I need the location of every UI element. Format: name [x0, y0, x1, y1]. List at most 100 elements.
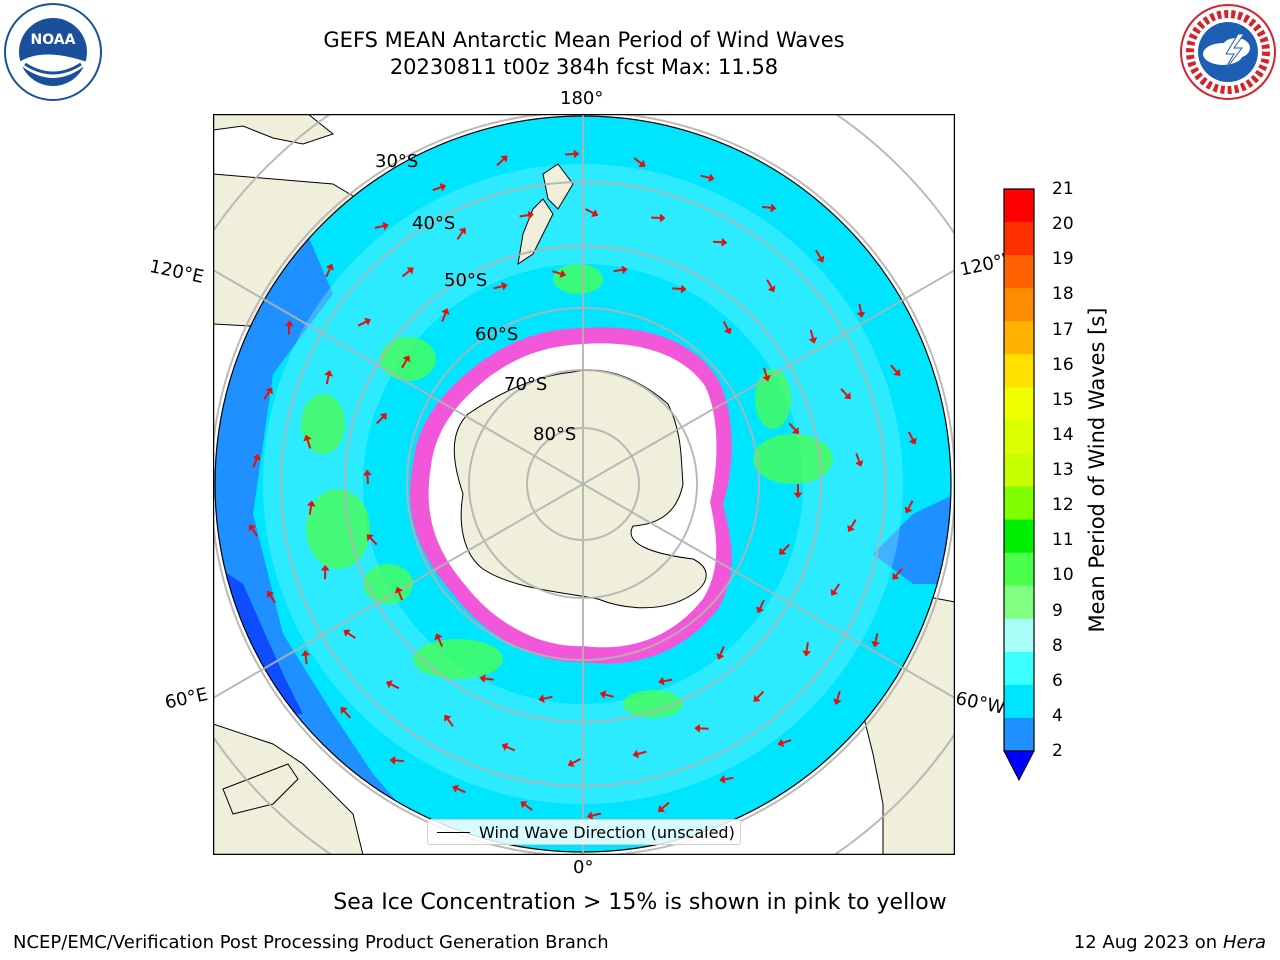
ocean-light-band — [262, 164, 903, 804]
land-antarctica — [453, 369, 707, 609]
wind-wave-arrow-head — [658, 676, 665, 686]
colorbar-band — [1004, 255, 1034, 289]
wind-wave-arrow-shaft — [325, 375, 330, 385]
wind-wave-arrow-head — [362, 469, 372, 476]
wind-wave-arrow-head — [908, 437, 917, 445]
wind-wave-arrow-head — [320, 564, 330, 571]
wind-wave-arrow-head — [723, 327, 732, 335]
wind-wave-arrow-shaft — [855, 453, 861, 463]
wind-wave-arrow-shaft — [874, 633, 879, 643]
lat-label-30s: 30°S — [375, 151, 419, 172]
wind-wave-arrow-shaft — [572, 758, 581, 764]
land-australia — [213, 114, 335, 145]
wind-wave-arrow-head — [394, 586, 404, 594]
colorbar-band — [1004, 684, 1034, 719]
colorbar-band — [1004, 519, 1034, 554]
colorbar — [1003, 188, 1035, 782]
wind-wave-arrow-shaft — [263, 391, 271, 400]
wind-wave-arrow-shaft — [432, 186, 442, 192]
wind-wave-arrow-head — [893, 368, 901, 376]
wind-wave-arrow-shaft — [496, 158, 505, 167]
wind-wave-arrow-shaft — [366, 474, 369, 485]
wind-wave-arrow-shaft — [565, 153, 575, 156]
lat-label-70s: 70°S — [504, 374, 548, 395]
wind-wave-arrow-shaft — [637, 750, 647, 755]
colorbar-band — [1004, 354, 1034, 388]
wind-wave-arrow-head — [439, 182, 447, 192]
wind-wave-arrow-head — [389, 755, 396, 765]
wind-wave-arrow-shaft — [661, 801, 670, 810]
colorbar-tick-label: 2 — [1052, 741, 1063, 761]
wind-wave-arrow-head — [716, 652, 725, 660]
wind-wave-arrow-shaft — [633, 157, 642, 165]
colorbar-tick-label: 9 — [1052, 600, 1063, 621]
wind-wave-arrow-head — [808, 337, 818, 344]
wind-wave-arrow-head — [767, 285, 776, 293]
wind-wave-arrow-shaft — [456, 787, 466, 794]
footer-producer: NCEP/EMC/Verification Post Processing Pr… — [13, 932, 609, 953]
ocean-deep-east — [873, 494, 951, 584]
lon-label-0: 0° — [573, 857, 594, 878]
wind-wave-arrow-head — [830, 588, 839, 596]
wind-wave-arrow-head — [871, 640, 880, 648]
wind-wave-arrow-head — [892, 572, 900, 580]
wind-wave-arrow-head — [559, 269, 567, 279]
wind-wave-arrow-head — [904, 506, 913, 514]
colorbar-band — [1004, 288, 1034, 322]
colorbar-tick-label: 18 — [1052, 284, 1074, 305]
wind-wave-arrow-shaft — [543, 695, 553, 700]
wind-wave-arrow-head — [708, 173, 715, 183]
wind-wave-arrow-head — [632, 749, 640, 759]
lon-label-180: 180° — [560, 88, 604, 109]
wind-wave-arrow-shaft — [251, 528, 259, 537]
wind-wave-arrow-head — [306, 500, 316, 507]
wind-wave-arrow-head — [816, 255, 825, 263]
wind-wave-arrow-shaft — [308, 505, 313, 515]
legend-label: Wind Wave Direction (unscaled) — [479, 823, 735, 842]
wind-wave-arrow-shaft — [762, 205, 772, 209]
wind-wave-arrow-head — [638, 159, 646, 167]
wind-wave-arrow-head — [591, 209, 599, 218]
wind-wave-arrow-shaft — [833, 583, 841, 592]
wind-wave-arrow-head — [538, 694, 545, 704]
colorbar-tick-label: 11 — [1052, 530, 1074, 551]
wind-wave-arrow-shaft — [484, 677, 494, 681]
wind-wave-arrow-head — [501, 281, 508, 291]
wind-wave-arrow-shaft — [343, 710, 351, 719]
wind-wave-arrow-shaft — [604, 693, 614, 698]
wind-wave-arrow-head — [501, 742, 509, 751]
wind-wave-arrow-shaft — [252, 458, 258, 468]
lon-label-60e: 60°E — [163, 684, 210, 714]
wind-wave-arrow-head — [802, 650, 812, 657]
wind-wave-arrow-shaft — [809, 329, 814, 339]
wind-wave-arrow-shaft — [756, 690, 765, 699]
lon-label-60w: 60°W — [953, 688, 1007, 719]
colorbar-tick-label: 10 — [1052, 565, 1074, 586]
wind-wave-arrow-shaft — [722, 321, 729, 330]
colorbar-under-arrow — [1003, 750, 1035, 782]
wind-wave-arrows — [248, 149, 917, 820]
colorbar-label: Mean Period of Wind Waves [s] — [1085, 307, 1109, 633]
graticule — [213, 114, 955, 855]
wind-wave-arrow-shaft — [850, 519, 857, 528]
colorbar-tick-label: 15 — [1052, 389, 1074, 410]
wind-wave-arrow-head — [434, 633, 443, 641]
wind-wave-arrow-shaft — [782, 543, 791, 552]
wind-wave-arrow-shaft — [613, 268, 623, 273]
wind-wave-arrow-head — [680, 284, 687, 294]
wind-wave-arrow-head — [770, 203, 777, 213]
wind-wave-arrow-shaft — [390, 683, 400, 690]
wind-wave-arrow-head — [793, 492, 803, 499]
wind-wave-arrow-shaft — [375, 416, 384, 425]
wind-wave-arrow-head — [343, 629, 351, 637]
wind-wave-arrow-shaft — [446, 718, 454, 727]
wind-wave-arrow-shaft — [672, 287, 682, 290]
wind-wave-arrow-head — [265, 387, 273, 395]
colorbar-band — [1004, 585, 1034, 620]
noaa-logo: NOAA — [4, 3, 102, 101]
colorbar-tick-label: 20 — [1052, 214, 1074, 235]
wind-wave-arrow-shaft — [724, 776, 734, 781]
wind-wave-arrow-shaft — [759, 599, 765, 609]
wind-wave-arrow-shaft — [552, 270, 562, 275]
wind-wave-arrow-head — [694, 723, 700, 733]
